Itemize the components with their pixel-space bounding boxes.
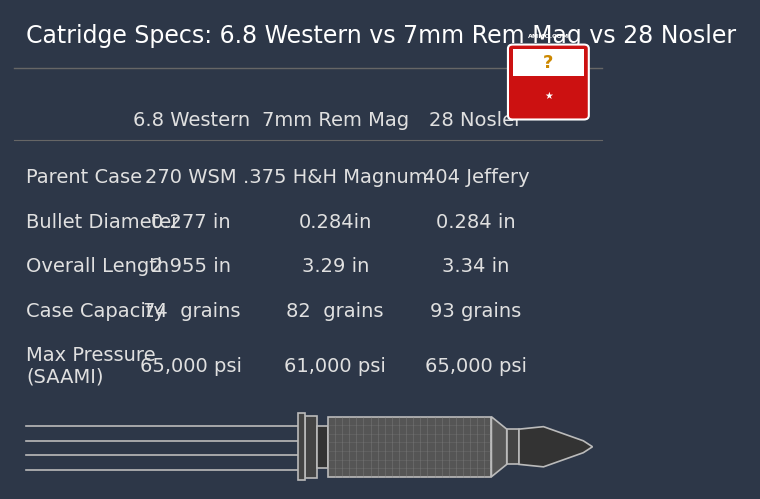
Polygon shape — [492, 417, 507, 477]
Text: 0.284in: 0.284in — [299, 213, 372, 232]
Text: 6.8 Western: 6.8 Western — [133, 111, 250, 130]
Polygon shape — [519, 427, 593, 467]
Text: 404 Jeffery: 404 Jeffery — [423, 168, 530, 187]
Polygon shape — [299, 413, 305, 480]
Text: Max Pressure
(SAAMI): Max Pressure (SAAMI) — [26, 346, 156, 387]
Text: 2.955 in: 2.955 in — [151, 257, 231, 276]
Text: 3.34 in: 3.34 in — [442, 257, 510, 276]
Text: 28 Nosler: 28 Nosler — [429, 111, 523, 130]
FancyBboxPatch shape — [513, 48, 584, 76]
Text: ?: ? — [543, 54, 553, 72]
Polygon shape — [507, 429, 519, 465]
Polygon shape — [317, 426, 328, 468]
Text: 93 grains: 93 grains — [430, 302, 521, 321]
Polygon shape — [328, 417, 492, 477]
Text: 0.277 in: 0.277 in — [151, 213, 231, 232]
Text: Parent Case: Parent Case — [26, 168, 142, 187]
Text: 270 WSM: 270 WSM — [145, 168, 237, 187]
Text: Bullet Diameter: Bullet Diameter — [26, 213, 179, 232]
Text: Overall Length: Overall Length — [26, 257, 169, 276]
Text: 82  grains: 82 grains — [287, 302, 384, 321]
Text: 7mm Rem Mag: 7mm Rem Mag — [261, 111, 409, 130]
Text: 0.284 in: 0.284 in — [436, 213, 516, 232]
Text: .375 H&H Magnum: .375 H&H Magnum — [243, 168, 428, 187]
Text: 74  grains: 74 grains — [143, 302, 240, 321]
Text: Catridge Specs: 6.8 Western vs 7mm Rem Mag vs 28 Nosler: Catridge Specs: 6.8 Western vs 7mm Rem M… — [26, 24, 736, 48]
Text: 65,000 psi: 65,000 psi — [425, 357, 527, 376]
Text: ★: ★ — [544, 91, 553, 101]
Text: 3.29 in: 3.29 in — [302, 257, 369, 276]
FancyBboxPatch shape — [508, 44, 589, 119]
Text: AMMO.COM: AMMO.COM — [527, 33, 569, 38]
Polygon shape — [305, 416, 317, 478]
Text: 61,000 psi: 61,000 psi — [284, 357, 386, 376]
Text: 65,000 psi: 65,000 psi — [141, 357, 242, 376]
Text: Case Capacity: Case Capacity — [26, 302, 165, 321]
